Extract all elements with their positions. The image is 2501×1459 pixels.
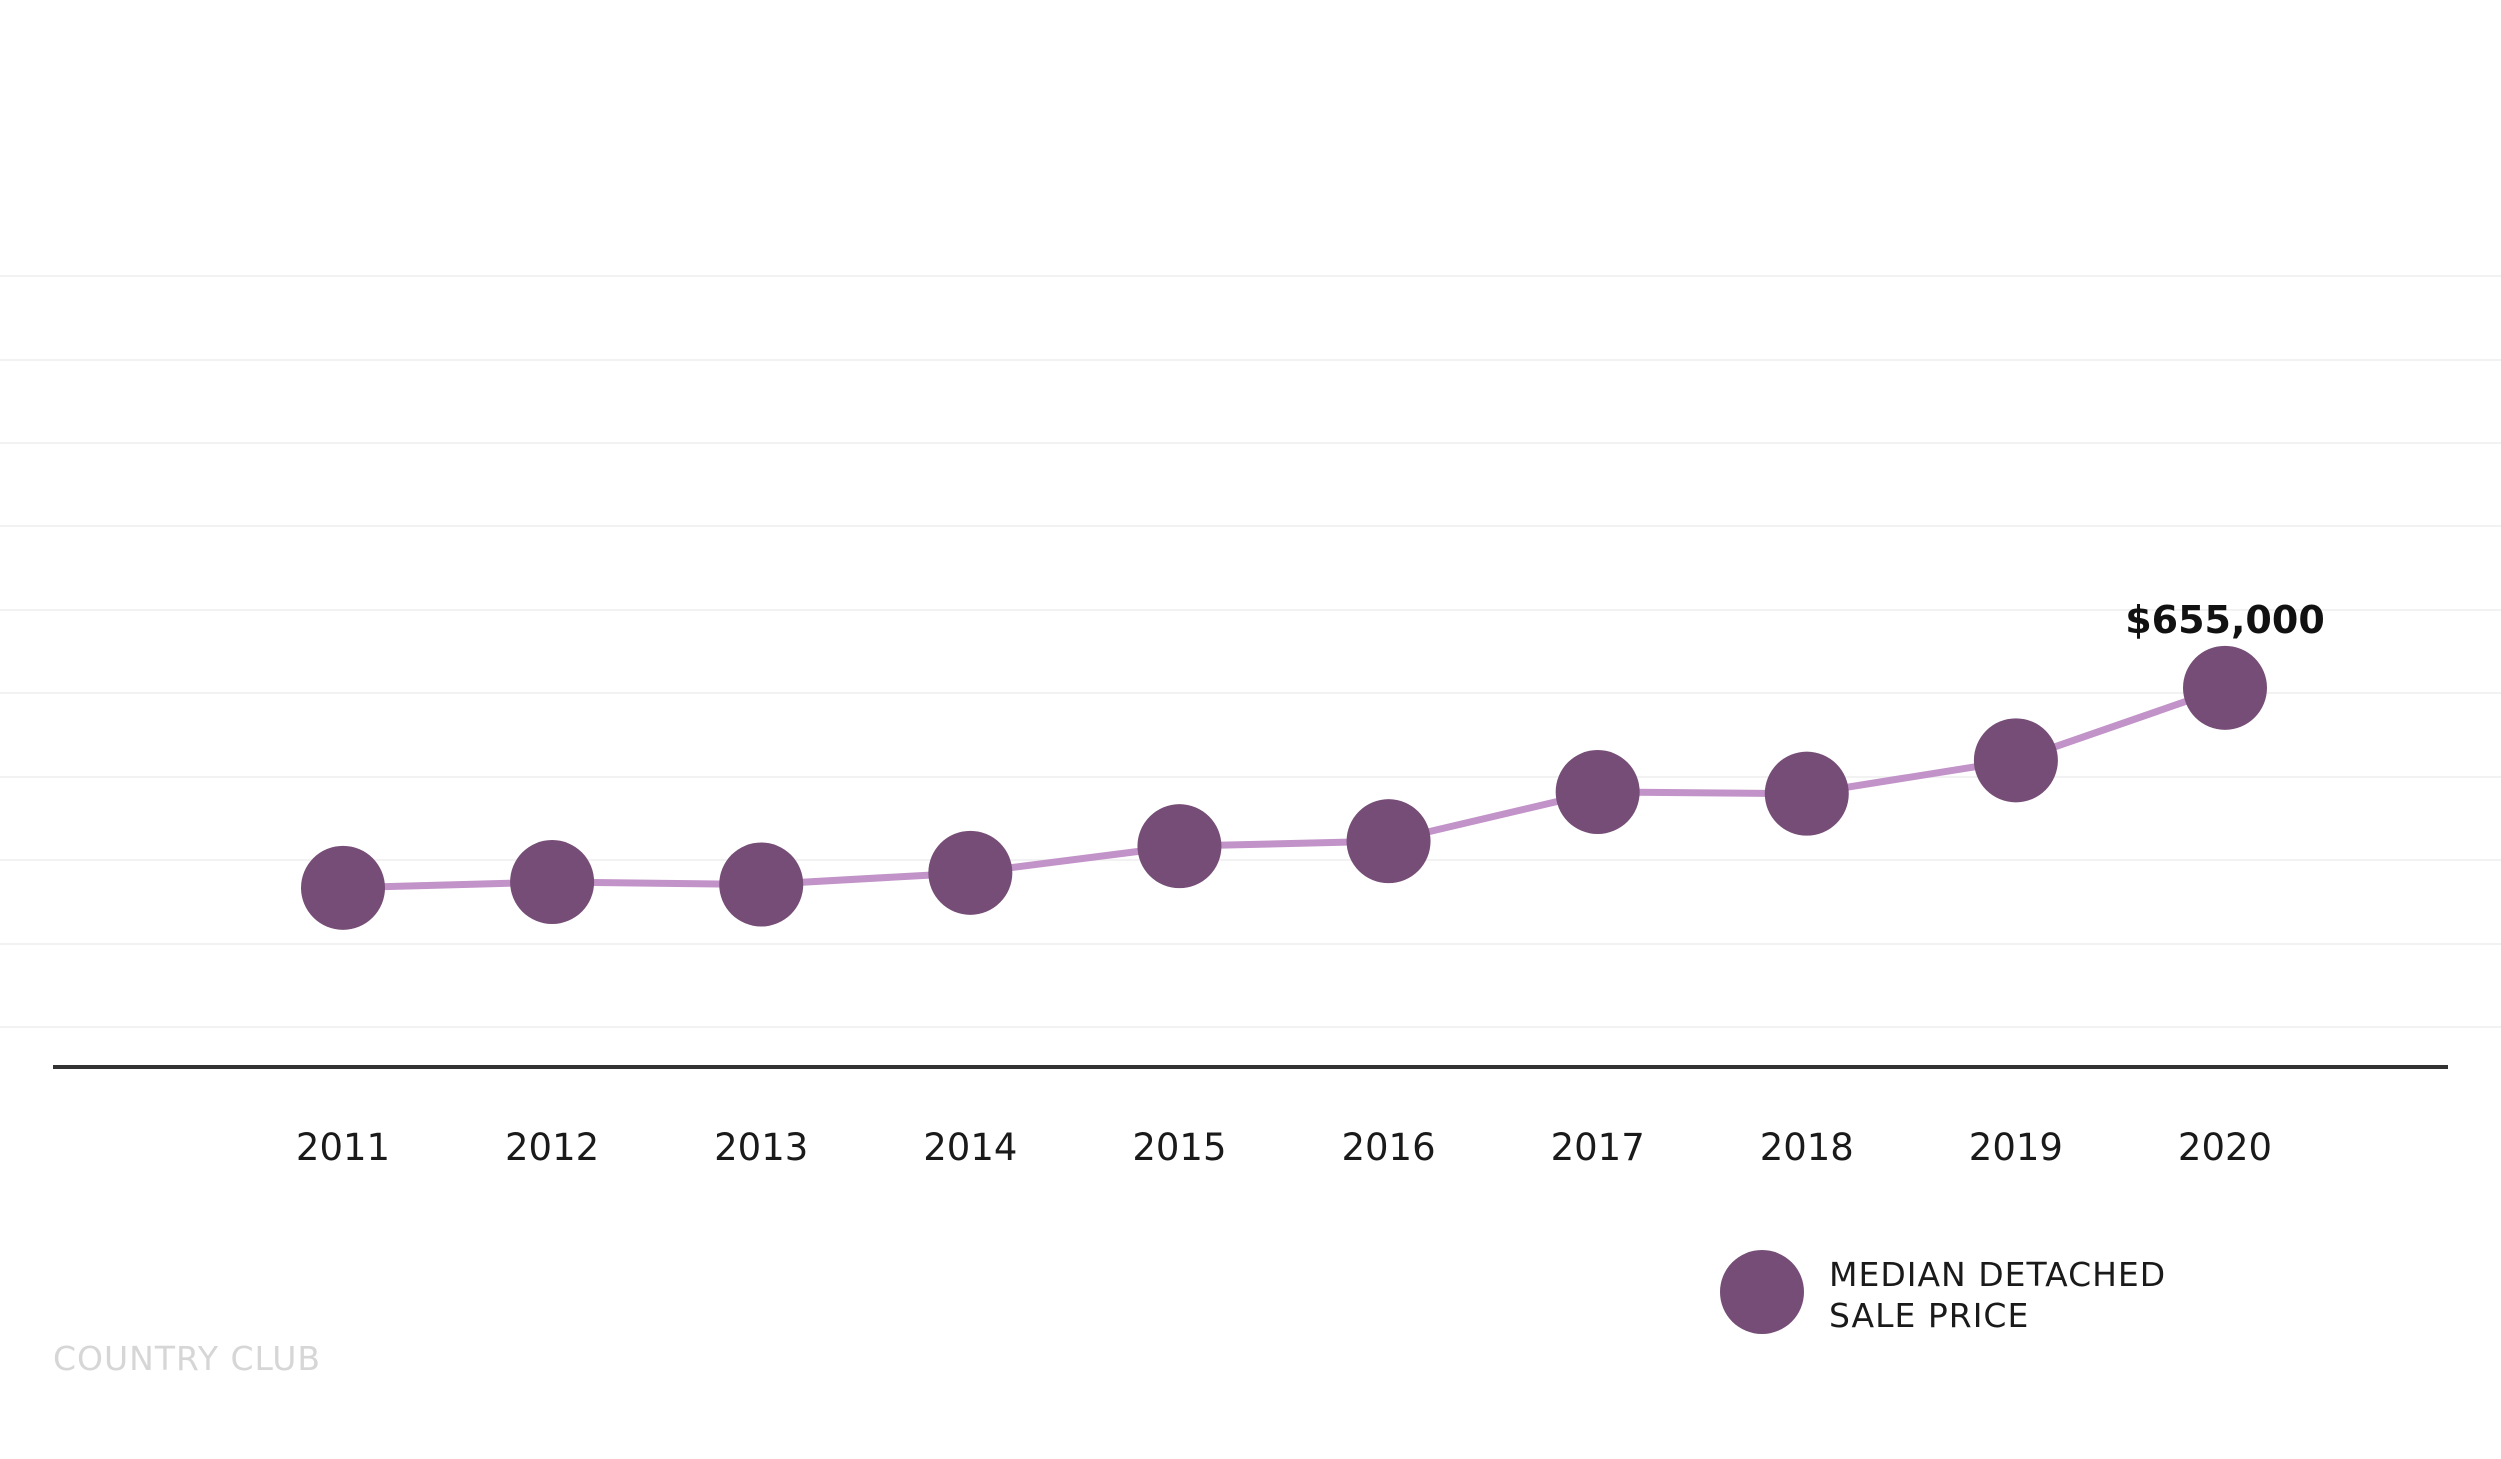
- legend-marker: [1720, 1250, 1804, 1334]
- data-point: [301, 845, 385, 930]
- legend: MEDIAN DETACHED SALE PRICE: [1720, 1250, 2166, 1335]
- x-tick-label: 2013: [714, 1126, 808, 1169]
- x-tick-label: 2014: [923, 1126, 1017, 1169]
- x-tick-label: 2019: [1969, 1126, 2063, 1169]
- data-labels: $655,000: [2125, 598, 2325, 642]
- series-line: [342, 684, 2227, 892]
- series-line-layer: [342, 684, 2227, 892]
- data-point: [1346, 799, 1431, 884]
- data-point: [2183, 645, 2267, 730]
- data-points: [301, 645, 2267, 930]
- data-point: [510, 840, 595, 924]
- data-label: $655,000: [2125, 598, 2325, 642]
- x-tick-label: 2011: [296, 1126, 390, 1169]
- x-tick-label: 2015: [1132, 1126, 1226, 1169]
- data-point: [1555, 750, 1640, 834]
- x-tick-labels: 2011 2012 2013 2014 2015 2016 2017 2018 2019 2020: [296, 1126, 2272, 1169]
- data-point: [719, 842, 804, 927]
- gridlines: [0, 275, 2501, 1028]
- x-tick-label: 2016: [1341, 1126, 1435, 1169]
- x-tick-label: 2020: [2178, 1126, 2272, 1169]
- x-tick-label: 2012: [505, 1126, 599, 1169]
- data-point: [928, 830, 1013, 915]
- data-point: [1973, 718, 2058, 803]
- data-point: [1764, 751, 1849, 836]
- x-tick-label: 2017: [1551, 1126, 1645, 1169]
- data-point: [1137, 804, 1222, 889]
- legend-label-line-1: MEDIAN DETACHED: [1829, 1255, 2166, 1294]
- x-tick-label: 2018: [1760, 1126, 1854, 1169]
- legend-label-line-2: SALE PRICE: [1829, 1296, 2029, 1335]
- watermark-text: COUNTRY CLUB: [53, 1339, 321, 1378]
